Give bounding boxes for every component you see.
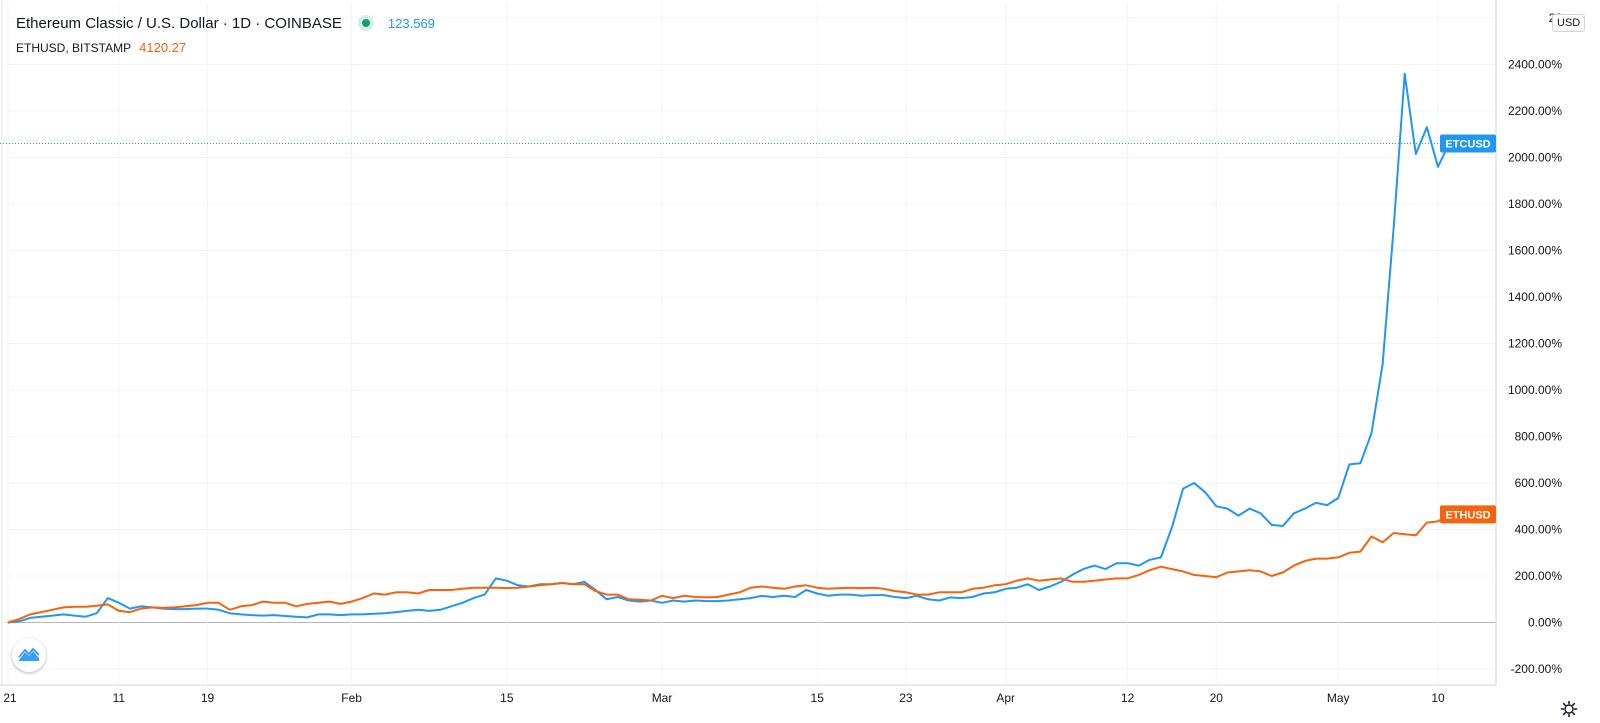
last-value-labels: ETCUSD ETHUSD — [1440, 134, 1496, 524]
price-tick-label: 800.00% — [1515, 430, 1563, 444]
time-tick-label: Apr — [996, 691, 1015, 705]
last-value-label-bg-ethusd — [1440, 505, 1496, 524]
price-tick-label: 1000.00% — [1508, 383, 1562, 397]
price-tick-label: 1600.00% — [1508, 243, 1562, 257]
last-value-label-ethusd: ETHUSD — [1445, 509, 1490, 521]
last-value-label-etcusd: ETCUSD — [1445, 139, 1490, 151]
last-value-label-bg-etcusd — [1440, 134, 1496, 153]
compare-symbol-title[interactable]: ETHUSD, BITSTAMP — [16, 40, 132, 55]
price-tick-label: 200.00% — [1515, 569, 1563, 583]
time-axis[interactable]: 21 11 19 Feb 15 Mar 15 23 Apr 12 20 May 10 — [0, 684, 1496, 705]
market-status-icon — [357, 15, 374, 31]
time-tick-label: 15 — [811, 691, 825, 705]
tradingview-logo-icon[interactable] — [12, 638, 46, 672]
time-tick-label: 12 — [1121, 691, 1135, 705]
main-symbol-title[interactable]: Ethereum Classic / U.S. Dollar · 1D · CO… — [16, 14, 342, 32]
compare-symbol-value: 4120.27 — [139, 40, 187, 55]
time-tick-label: 23 — [899, 691, 913, 705]
price-tick-label: 1200.00% — [1508, 337, 1562, 351]
price-tick-label: 400.00% — [1515, 523, 1563, 537]
price-tick-label: 2400.00% — [1508, 57, 1562, 71]
gear-icon[interactable] — [1560, 700, 1578, 718]
chart-grid — [0, 0, 1496, 685]
price-tick-label: 1400.00% — [1508, 290, 1562, 304]
time-tick-label: 11 — [113, 691, 126, 705]
series-line-ethusd — [7, 513, 1450, 624]
time-tick-label: 20 — [1210, 691, 1224, 705]
main-symbol-value: 123.569 — [387, 15, 435, 31]
series-line-etcusd — [7, 72, 1451, 624]
time-tick-label: Mar — [652, 691, 673, 705]
price-tick-label: -200.00% — [1511, 662, 1563, 676]
time-tick-label: Feb — [341, 691, 362, 705]
price-tick-label: 2000.00% — [1508, 150, 1562, 164]
price-tick-label: 1800.00% — [1508, 197, 1562, 211]
price-axis[interactable]: -200.00% 0.00% 200.00% 400.00% 600.00% 800.00… — [1495, 0, 1563, 685]
chart-series-layer — [7, 72, 1451, 624]
price-tick-label: 2200.00% — [1508, 104, 1562, 118]
time-tick-label: 10 — [1431, 691, 1445, 705]
price-tick-label: 0.00% — [1528, 616, 1562, 630]
time-tick-label: 15 — [500, 691, 514, 705]
currency-badge[interactable]: USD — [1552, 14, 1586, 32]
time-tick-label: 19 — [201, 691, 215, 705]
time-tick-label: 21 — [3, 691, 17, 705]
price-tick-label: 600.00% — [1515, 476, 1563, 490]
time-tick-label: May — [1327, 691, 1350, 705]
chart-legend: Ethereum Classic / U.S. Dollar · 1D · CO… — [16, 12, 435, 56]
